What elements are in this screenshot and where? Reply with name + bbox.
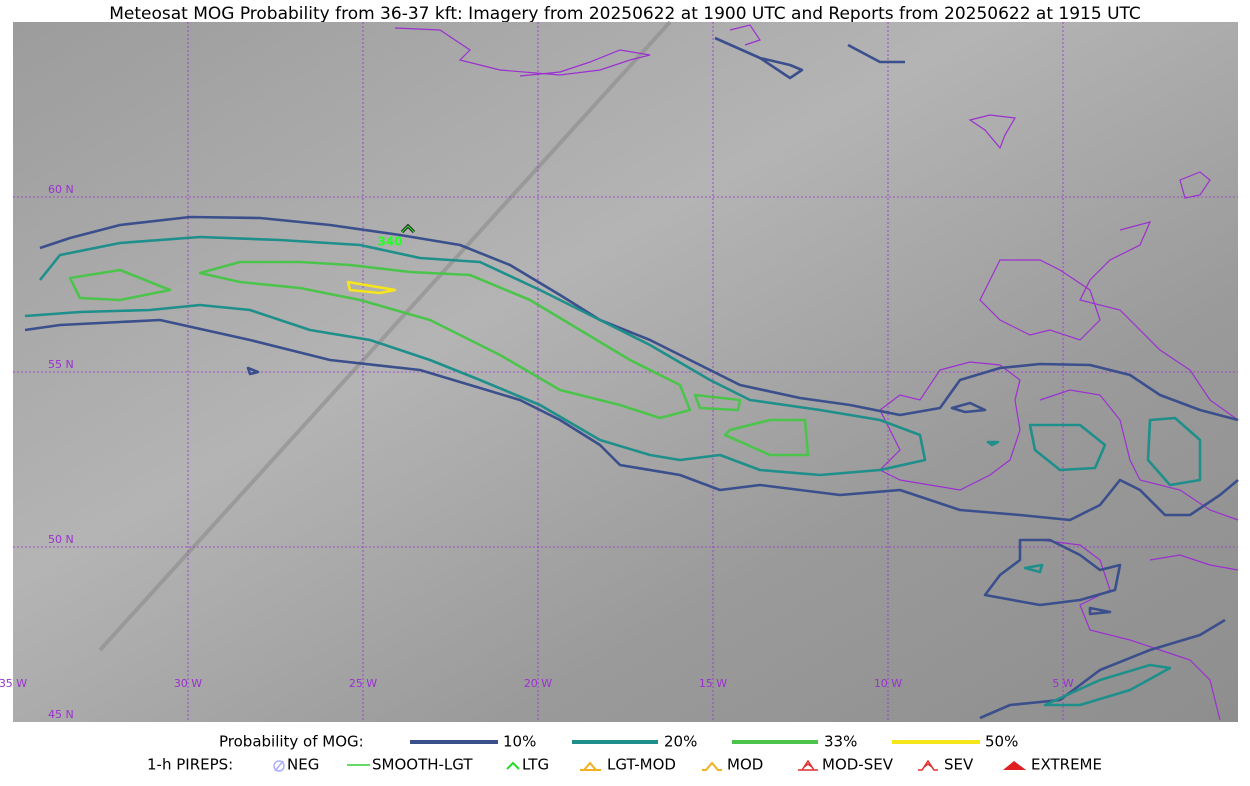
lon-label: 20 W bbox=[524, 677, 552, 690]
lon-label: 15 W bbox=[699, 677, 727, 690]
contour-33 bbox=[68, 260, 810, 457]
legend-label: 10% bbox=[503, 733, 536, 751]
legend-item: NEG bbox=[287, 756, 319, 774]
contour-10 bbox=[979, 538, 1226, 720]
legend-item: MOD-SEV bbox=[822, 756, 894, 774]
legend-probability: Probability of MOG: 10% 20% 33% 50% bbox=[219, 733, 1018, 751]
contour-10 bbox=[24, 318, 1239, 522]
legend-item: SMOOTH-LGT bbox=[372, 756, 473, 774]
lat-label: 45 N bbox=[48, 708, 74, 721]
legend-pireps: 1-h PIREPS: NEG SMOOTH-LGT LTG LGT-MOD M… bbox=[147, 756, 1102, 774]
contour-10 bbox=[714, 36, 905, 80]
icon-ltg bbox=[506, 761, 520, 770]
pirep-ltg-marker bbox=[401, 224, 415, 233]
lat-label: 50 N bbox=[48, 533, 74, 546]
imagery-seam bbox=[98, 20, 672, 652]
legend-label: 20% bbox=[664, 733, 697, 751]
lon-label: 35 W bbox=[0, 677, 27, 690]
lon-label: 5 W bbox=[1052, 677, 1073, 690]
icon-sev bbox=[918, 759, 938, 771]
graticule bbox=[13, 22, 1238, 722]
contour-50 bbox=[346, 280, 397, 295]
coastlines bbox=[394, 24, 1239, 721]
map: 340 60 N 55 N 50 N 45 N 35 W 30 W 25 W 2… bbox=[0, 20, 1239, 722]
latitude-labels: 60 N 55 N 50 N 45 N bbox=[48, 183, 74, 721]
legend-item: LGT-MOD bbox=[607, 756, 676, 774]
contours bbox=[24, 36, 1239, 720]
icon-mod bbox=[702, 761, 722, 771]
contour-20 bbox=[24, 235, 927, 477]
icon-neg bbox=[273, 760, 285, 772]
legend-item: MOD bbox=[727, 756, 763, 774]
legend-item: SEV bbox=[944, 756, 974, 774]
contour-10 bbox=[39, 215, 1239, 422]
lat-label: 60 N bbox=[48, 183, 74, 196]
title: Meteosat MOG Probability from 36-37 kft:… bbox=[109, 4, 1141, 24]
icon-mod-sev bbox=[798, 759, 818, 771]
contour-20 bbox=[986, 416, 1202, 707]
lat-label: 55 N bbox=[48, 358, 74, 371]
icon-neg bbox=[274, 760, 284, 772]
legend-item: LTG bbox=[522, 756, 549, 774]
legend-label: 33% bbox=[824, 733, 857, 751]
pirep-altitude: 340 bbox=[377, 235, 402, 249]
legend-label: 50% bbox=[985, 733, 1018, 751]
icon-extreme bbox=[1003, 761, 1026, 770]
lon-label: 10 W bbox=[874, 677, 902, 690]
legend-title: 1-h PIREPS: bbox=[147, 756, 233, 774]
contour-10 bbox=[246, 366, 987, 414]
legend-item: EXTREME bbox=[1031, 756, 1102, 774]
lon-label: 25 W bbox=[349, 677, 377, 690]
icon-lgt-mod bbox=[580, 761, 601, 771]
legend-title: Probability of MOG: bbox=[219, 733, 364, 751]
lon-label: 30 W bbox=[174, 677, 202, 690]
longitude-labels: 35 W 30 W 25 W 20 W 15 W 10 W 5 W bbox=[0, 677, 1074, 690]
